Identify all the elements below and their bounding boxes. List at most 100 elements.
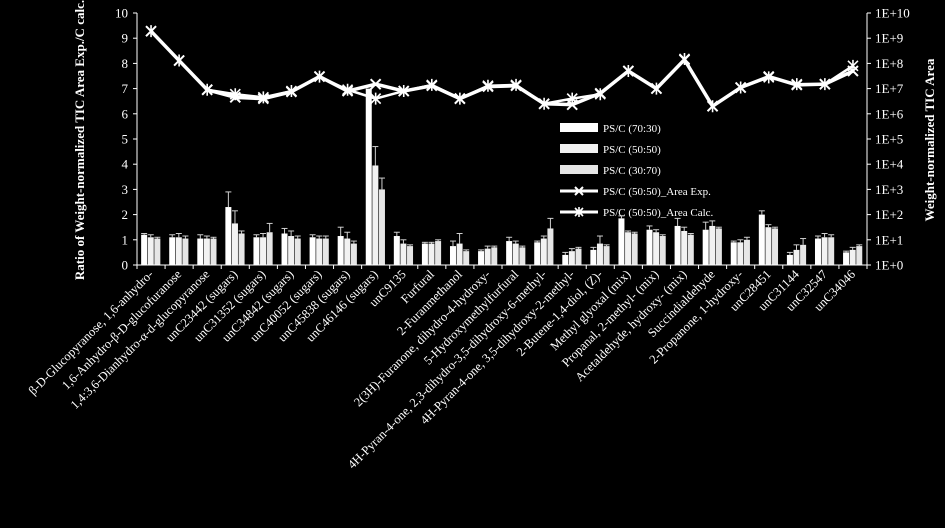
bar: [800, 244, 807, 265]
bar: [674, 225, 681, 265]
bar: [225, 207, 232, 265]
bar: [786, 254, 793, 265]
bar: [350, 243, 357, 265]
line-marker: [342, 83, 354, 96]
y-tick-label: 1: [122, 232, 129, 247]
bar: [322, 238, 329, 265]
y2-tick-label: 1E+7: [875, 81, 904, 96]
bar: [316, 238, 323, 265]
bar: [828, 237, 835, 265]
legend-label: PS/C (50:50)_Area Exp.: [603, 186, 711, 198]
bar: [562, 254, 569, 265]
y-tick-label: 0: [122, 258, 129, 273]
legend-label: PS/C (50:50): [603, 144, 661, 156]
bar: [506, 241, 513, 265]
line-marker: [313, 70, 326, 83]
series-line: [149, 29, 854, 108]
line-marker: [398, 85, 410, 98]
line-marker: [707, 100, 719, 113]
bar: [141, 234, 148, 265]
line-marker: [574, 186, 584, 196]
bar: [814, 238, 821, 265]
bar: [456, 243, 463, 265]
y-tick-label: 6: [122, 106, 129, 121]
line-marker: [482, 79, 494, 92]
bar: [238, 233, 245, 265]
bar: [449, 246, 456, 265]
legend: PS/C (70:30) PS/C (50:50) PS/C (30:70) PS/C…: [560, 123, 714, 219]
legend-label: PS/C (30:70): [603, 165, 661, 177]
bar: [478, 251, 485, 265]
bar: [765, 227, 772, 265]
line-marker: [574, 207, 584, 217]
line-marker: [369, 78, 382, 90]
bar: [618, 218, 625, 265]
bar: [715, 228, 722, 265]
line-marker: [229, 88, 241, 101]
bar: [856, 246, 863, 265]
bar: [681, 230, 688, 265]
category-labels: β-D-Glucopyranose, 1,6-anhydro-1,6-Anhyd…: [26, 267, 858, 472]
bar: [709, 225, 716, 265]
bar: [772, 228, 779, 265]
bar: [197, 238, 204, 265]
y-tick-label: 7: [122, 81, 129, 96]
bar: [491, 247, 498, 265]
bar-layer: [141, 88, 863, 265]
bar: [182, 238, 189, 265]
y-tick-label: 2: [122, 207, 129, 222]
bar: [730, 242, 737, 265]
bar: [175, 237, 182, 265]
bar: [659, 236, 666, 265]
bar: [253, 237, 260, 265]
y-tick-label: 3: [122, 182, 129, 197]
x-tick-label: 1,6-Anhydro-β-D-glucofuranose: [59, 267, 184, 392]
y2-tick-label: 1E+9: [875, 31, 903, 46]
y-tick-label: 8: [122, 56, 129, 71]
line-marker: [201, 83, 213, 96]
bar: [653, 232, 660, 265]
line-marker: [538, 97, 550, 110]
y-tick-label: 5: [122, 132, 129, 147]
line-marker: [650, 82, 662, 95]
bar: [365, 88, 372, 265]
legend-label: PS/C (50:50)_Area Calc.: [603, 207, 714, 219]
line-marker: [173, 54, 185, 67]
y2-tick-label: 1E+5: [875, 132, 903, 147]
line-marker: [847, 59, 859, 72]
bar: [849, 249, 856, 265]
line-marker: [370, 92, 382, 105]
bar: [463, 251, 470, 265]
bar: [281, 233, 288, 265]
y-axis-label: Ratio of Weight-normalized TIC Area Exp.…: [72, 0, 87, 280]
legend-swatch: [560, 165, 598, 174]
bar: [540, 238, 547, 265]
y2-tick-label: 1E+3: [875, 182, 903, 197]
bar: [266, 232, 273, 265]
line-marker: [566, 92, 578, 105]
line-marker: [426, 78, 438, 91]
line-marker: [763, 71, 775, 84]
bar: [737, 242, 744, 265]
line-marker: [285, 85, 297, 98]
bar: [646, 229, 653, 265]
line-marker: [257, 91, 269, 104]
y-tick-label: 10: [115, 6, 128, 21]
bar: [687, 234, 694, 265]
y-tick-label: 9: [122, 31, 129, 46]
bar: [702, 229, 709, 265]
bar: [344, 238, 351, 265]
bar: [400, 243, 407, 265]
line-marker: [145, 25, 157, 38]
y2-tick-label: 1E+6: [875, 106, 904, 121]
bar: [793, 249, 800, 265]
y2-tick-label: 1E+2: [875, 207, 903, 222]
legend-swatch: [560, 123, 598, 132]
legend-swatch: [560, 144, 598, 153]
bar: [407, 246, 414, 265]
y2-tick-label: 1E+1: [875, 232, 903, 247]
line-layer: [145, 25, 859, 113]
y2-tick-label: 1E+0: [875, 258, 903, 273]
y2-tick-label: 1E+10: [875, 6, 910, 21]
